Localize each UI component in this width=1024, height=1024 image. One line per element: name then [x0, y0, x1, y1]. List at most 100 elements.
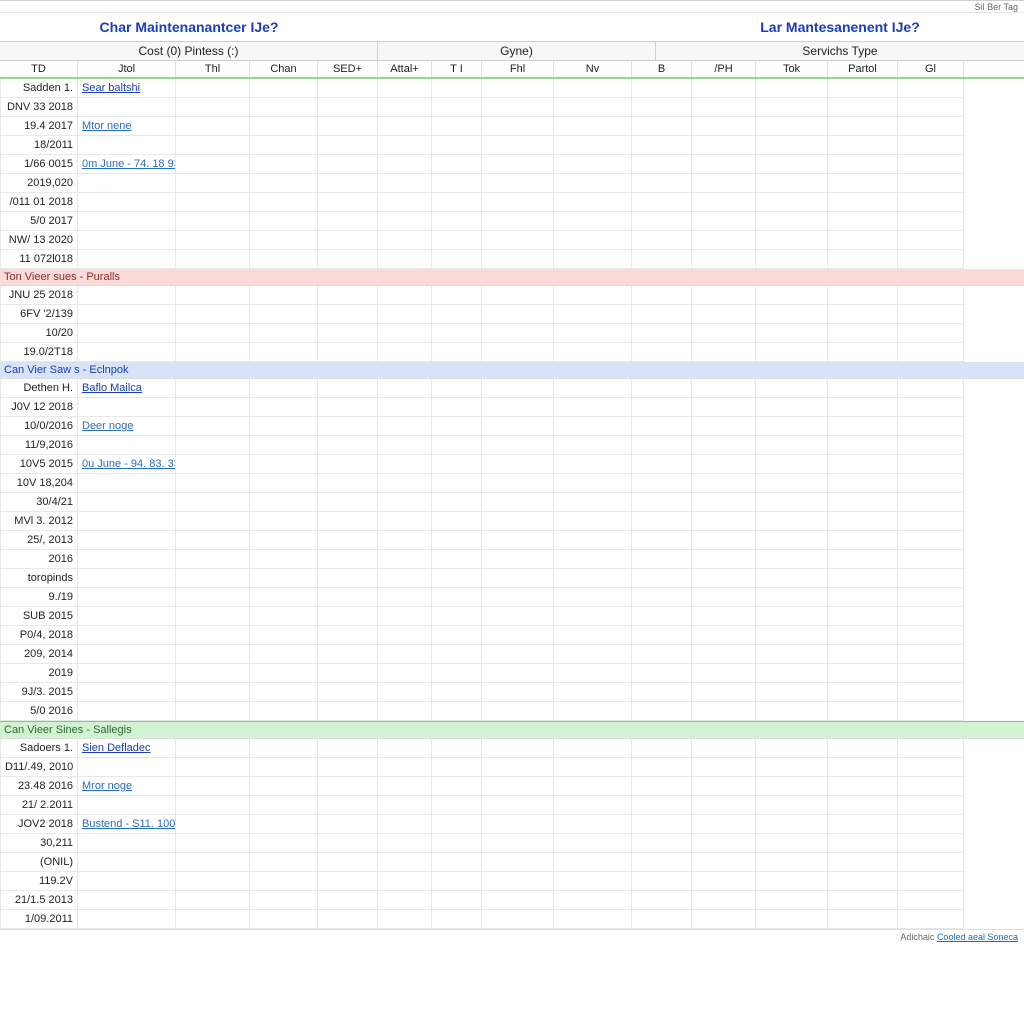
cell [482, 531, 554, 550]
col-attal[interactable]: Attal+ [378, 61, 432, 77]
subheader-service[interactable]: Servichs Type [656, 42, 1024, 60]
table-row[interactable]: 10/20 [0, 324, 1024, 343]
cell[interactable]: Baflo Mailca [78, 379, 176, 398]
table-row[interactable]: 23.48 2016Mror noge [0, 777, 1024, 796]
cell: 30/4/21 [0, 493, 78, 512]
cell[interactable]: Deer noge [78, 417, 176, 436]
cell [828, 174, 898, 193]
table-row[interactable]: 9J/3. 2015 [0, 683, 1024, 702]
table-row[interactable]: MVl 3. 2012 [0, 512, 1024, 531]
table-row[interactable]: Sadden 1.Sear baltshi [0, 79, 1024, 98]
table-row[interactable]: Sadoers 1.Sien Defladec [0, 739, 1024, 758]
table-row[interactable]: 209, 2014 [0, 645, 1024, 664]
table-row[interactable]: JOV2 2018Bustend - S11. 1005 [0, 815, 1024, 834]
col-gl[interactable]: Gl [898, 61, 964, 77]
cell[interactable]: Mror noge [78, 777, 176, 796]
col-sed[interactable]: SED+ [318, 61, 378, 77]
cell [554, 872, 632, 891]
link[interactable]: Deer noge [82, 420, 133, 432]
footer-link[interactable]: Cooled aeal Soneca [937, 932, 1018, 942]
table-row[interactable]: 119.2V [0, 872, 1024, 891]
group-header[interactable]: Can Vier Saw s - Eclnpok [0, 362, 1024, 379]
group-header[interactable]: Ton Vieer sues - Puralls [0, 269, 1024, 286]
cell [898, 683, 964, 702]
table-row[interactable]: 2019 [0, 664, 1024, 683]
table-row[interactable]: D11/.49, 2010 [0, 758, 1024, 777]
table-row[interactable]: (ONIL) [0, 853, 1024, 872]
table-row[interactable]: 2019,020 [0, 174, 1024, 193]
table-row[interactable]: 21/1.5 2013 [0, 891, 1024, 910]
table-row[interactable]: SUB 2015 [0, 607, 1024, 626]
cell[interactable]: Sien Defladec [78, 739, 176, 758]
table-row[interactable]: 2016 [0, 550, 1024, 569]
table-row[interactable]: J0V 12 2018 [0, 398, 1024, 417]
col-nv[interactable]: Nv [554, 61, 632, 77]
cell [250, 531, 318, 550]
cell [632, 891, 692, 910]
link[interactable]: Sear baltshi [82, 82, 140, 94]
cell: 10/0/2016 [0, 417, 78, 436]
col-jtol[interactable]: Jtol [78, 61, 176, 77]
cell[interactable]: 0u June - 94. 83. 33 [78, 455, 176, 474]
cell [632, 550, 692, 569]
table-row[interactable]: 6FV '2/139 [0, 305, 1024, 324]
link[interactable]: Mror noge [82, 780, 132, 792]
link[interactable]: 0m June - 74. 18 93 [82, 158, 176, 170]
table-row[interactable]: /011 01 2018 [0, 193, 1024, 212]
col-tok[interactable]: Tok [756, 61, 828, 77]
table-row[interactable]: JNU 25 2018 [0, 286, 1024, 305]
subheader-cost[interactable]: Cost (0) Pintess (:) [0, 42, 378, 60]
table-row[interactable]: 10/0/2016 Deer noge [0, 417, 1024, 436]
table-row[interactable]: 11/9,2016 [0, 436, 1024, 455]
cell [554, 136, 632, 155]
table-row[interactable]: 30,211 [0, 834, 1024, 853]
table-row[interactable]: 25/, 2013 [0, 531, 1024, 550]
link[interactable]: Sien Defladec [82, 742, 151, 754]
cell[interactable]: Bustend - S11. 1005 [78, 815, 176, 834]
col-chan[interactable]: Chan [250, 61, 318, 77]
cell[interactable]: Mtor nene [78, 117, 176, 136]
cell [78, 645, 176, 664]
table-row[interactable]: 10V5 20150u June - 94. 83. 33 [0, 455, 1024, 474]
table-row[interactable]: NW/ 13 2020 [0, 231, 1024, 250]
link[interactable]: 0u June - 94. 83. 33 [82, 458, 176, 470]
table-row[interactable]: 19.4 2017Mtor nene [0, 117, 1024, 136]
table-row[interactable]: 21/ 2.2011 [0, 796, 1024, 815]
table-row[interactable]: 5/0 2017 [0, 212, 1024, 231]
cell [482, 324, 554, 343]
col-ti[interactable]: T I [432, 61, 482, 77]
table-row[interactable]: DNV 33 2018 [0, 98, 1024, 117]
table-row[interactable]: 5/0 2016 [0, 702, 1024, 721]
col-thl[interactable]: Thl [176, 61, 250, 77]
table-row[interactable]: 10V 18,204 [0, 474, 1024, 493]
cell [828, 531, 898, 550]
cell [632, 815, 692, 834]
table-row[interactable]: 11 072l018 [0, 250, 1024, 269]
link[interactable]: Baflo Mailca [82, 382, 142, 394]
cell [432, 664, 482, 683]
table-row[interactable]: 9./19 [0, 588, 1024, 607]
cell[interactable]: Sear baltshi [78, 79, 176, 98]
cell [78, 891, 176, 910]
link[interactable]: Bustend - S11. 1005 [82, 818, 176, 830]
cell [176, 250, 250, 269]
table-row[interactable]: toropinds [0, 569, 1024, 588]
col-td[interactable]: TD [0, 61, 78, 77]
table-row[interactable]: 19.0/2T18 [0, 343, 1024, 362]
cell [378, 155, 432, 174]
table-row[interactable]: 1/09.2011 [0, 910, 1024, 929]
table-row[interactable]: P0/4, 2018 [0, 626, 1024, 645]
col-partol[interactable]: Partol [828, 61, 898, 77]
table-row[interactable]: 30/4/21 [0, 493, 1024, 512]
link[interactable]: Mtor nene [82, 120, 132, 132]
group-header[interactable]: Can Vieer Sines - Sallegis [0, 722, 1024, 739]
col-b[interactable]: B [632, 61, 692, 77]
table-row[interactable]: 1/66 00150m June - 74. 18 93 [0, 155, 1024, 174]
table-row[interactable]: 18/2011 [0, 136, 1024, 155]
col-fhl[interactable]: Fhl [482, 61, 554, 77]
cell[interactable]: 0m June - 74. 18 93 [78, 155, 176, 174]
cell [554, 436, 632, 455]
subheader-gyne[interactable]: Gyne) [378, 42, 656, 60]
col-ph[interactable]: /PH [692, 61, 756, 77]
table-row[interactable]: Dethen H.Baflo Mailca [0, 379, 1024, 398]
